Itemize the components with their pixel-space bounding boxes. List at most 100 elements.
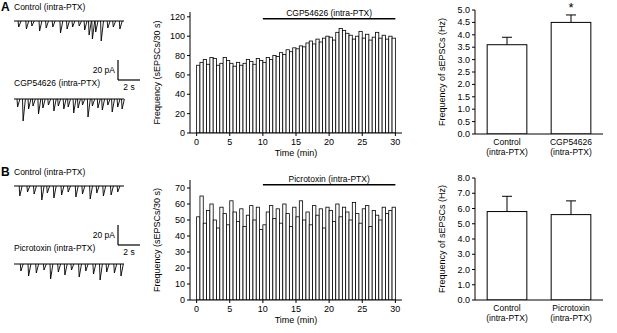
sepsc-event <box>19 186 22 196</box>
histogram-bar <box>332 40 335 133</box>
sepsc-event <box>117 99 120 107</box>
trace-label: Control (intra-PTX) <box>14 167 85 177</box>
histogram-bar <box>349 220 352 300</box>
y-tick-label: 1.0 <box>457 280 470 290</box>
y-tick-label: 2.5 <box>457 67 470 77</box>
bar-chart: Control(intra-PTX)CGP54626(intra-PTX)0.0… <box>437 0 603 157</box>
sepsc-event <box>103 186 106 196</box>
histogram-bar <box>256 58 259 133</box>
x-tick <box>395 300 396 303</box>
plot-area <box>487 212 591 300</box>
y-tick-label: 8.0 <box>457 173 470 183</box>
significance-mark: * <box>568 0 573 15</box>
sepsc-event <box>102 99 105 110</box>
y-tick-label: 0.0 <box>457 295 470 305</box>
sepsc-event <box>53 186 56 198</box>
y-tick-label: 0 <box>180 295 185 305</box>
y-tick-label: 4.0 <box>457 30 470 40</box>
histogram-bar <box>240 209 243 300</box>
x-tick-label: 10 <box>258 137 268 147</box>
histogram-bar <box>366 34 369 133</box>
x-tick-label: 20 <box>324 304 334 314</box>
histogram-bar <box>336 204 339 300</box>
y-tick <box>187 204 190 205</box>
histogram-bar <box>270 59 273 133</box>
histogram-bar <box>309 41 312 133</box>
scale-bar-x <box>118 244 140 245</box>
histogram-bar <box>273 56 276 133</box>
y-tick-label: 40 <box>175 89 185 99</box>
histogram-bar <box>243 226 246 300</box>
histogram-bar <box>233 66 236 133</box>
y-tick <box>472 96 475 97</box>
scale-bar-label: 20 pA <box>93 65 116 75</box>
y-tick-label: 7.0 <box>457 188 470 198</box>
x-tick <box>329 300 330 303</box>
sepsc-event <box>97 99 100 108</box>
y-tick <box>187 252 190 253</box>
histogram-bar <box>362 209 365 300</box>
sepsc-event <box>85 264 88 271</box>
sepsc-event <box>36 264 39 273</box>
histogram-bar <box>346 33 349 133</box>
y-tick <box>472 178 475 179</box>
histogram-bar <box>223 57 226 133</box>
histogram-bar <box>309 225 312 300</box>
scale-bar-label: 20 pA <box>93 230 116 240</box>
histogram-bar <box>256 207 259 300</box>
y-tick <box>472 59 475 60</box>
x-tick <box>229 133 230 136</box>
sepsc-event <box>111 186 114 195</box>
y-axis <box>190 180 191 300</box>
sepsc-event <box>107 21 110 28</box>
sepsc-event <box>28 99 31 109</box>
histogram-bar <box>279 223 282 300</box>
trace-plot <box>14 186 124 200</box>
histogram-bar <box>332 222 335 300</box>
y-axis-label: Frequency (sEPSCs/30 s) <box>152 188 162 292</box>
error-bar-stem <box>507 196 508 211</box>
histogram-bar <box>356 36 359 133</box>
sepsc-event <box>95 21 98 32</box>
histogram: 020406080100120Frequency (sEPSCs/30 s)05… <box>152 8 402 158</box>
y-tick <box>472 22 475 23</box>
sepsc-event <box>63 99 66 109</box>
sepsc-event <box>53 99 56 111</box>
y-tick-label: 30 <box>175 247 185 257</box>
y-tick-label: 60 <box>175 199 185 209</box>
sepsc-event <box>117 186 120 192</box>
histogram-bar <box>273 218 276 300</box>
y-tick <box>472 34 475 35</box>
scale-bar-label: 2 s <box>123 82 134 92</box>
sepsc-event <box>42 99 45 108</box>
plot-area <box>197 196 396 300</box>
y-tick-label: 3.5 <box>457 42 470 52</box>
y-tick <box>472 121 475 122</box>
histogram-bar <box>346 212 349 300</box>
sepsc-event <box>67 21 70 29</box>
histogram-bar <box>372 37 375 133</box>
x-axis-label: Time (min) <box>275 148 318 158</box>
sepsc-event <box>52 21 55 27</box>
histogram-bar <box>207 64 210 133</box>
y-axis-label: Frequency of sEPSCs (Hz) <box>437 185 447 293</box>
histogram-bar <box>240 65 243 133</box>
y-tick-label: 6.0 <box>457 204 470 214</box>
trace-panel: BControl (intra-PTX)Picrotoxin (intra-PT… <box>1 165 140 280</box>
bar-chart: Control(intra-PTX)Picrotoxin(intra-PTX)0… <box>437 173 603 323</box>
treatment-label: Picrotoxin (intra-PTX) <box>289 174 370 184</box>
histogram-bar <box>385 214 388 300</box>
histogram-bar <box>382 35 385 133</box>
x-tick <box>296 300 297 303</box>
sepsc-event <box>82 99 85 105</box>
histogram-bar <box>217 228 220 300</box>
histogram-bar <box>200 196 203 300</box>
histogram-bar <box>210 57 213 133</box>
histogram-bar <box>306 212 309 300</box>
histogram-bar <box>356 214 359 300</box>
sepsc-event <box>27 186 30 192</box>
histogram-bar <box>306 43 309 133</box>
histogram-bar <box>385 39 388 133</box>
sepsc-event <box>34 186 37 194</box>
y-tick <box>472 300 475 301</box>
